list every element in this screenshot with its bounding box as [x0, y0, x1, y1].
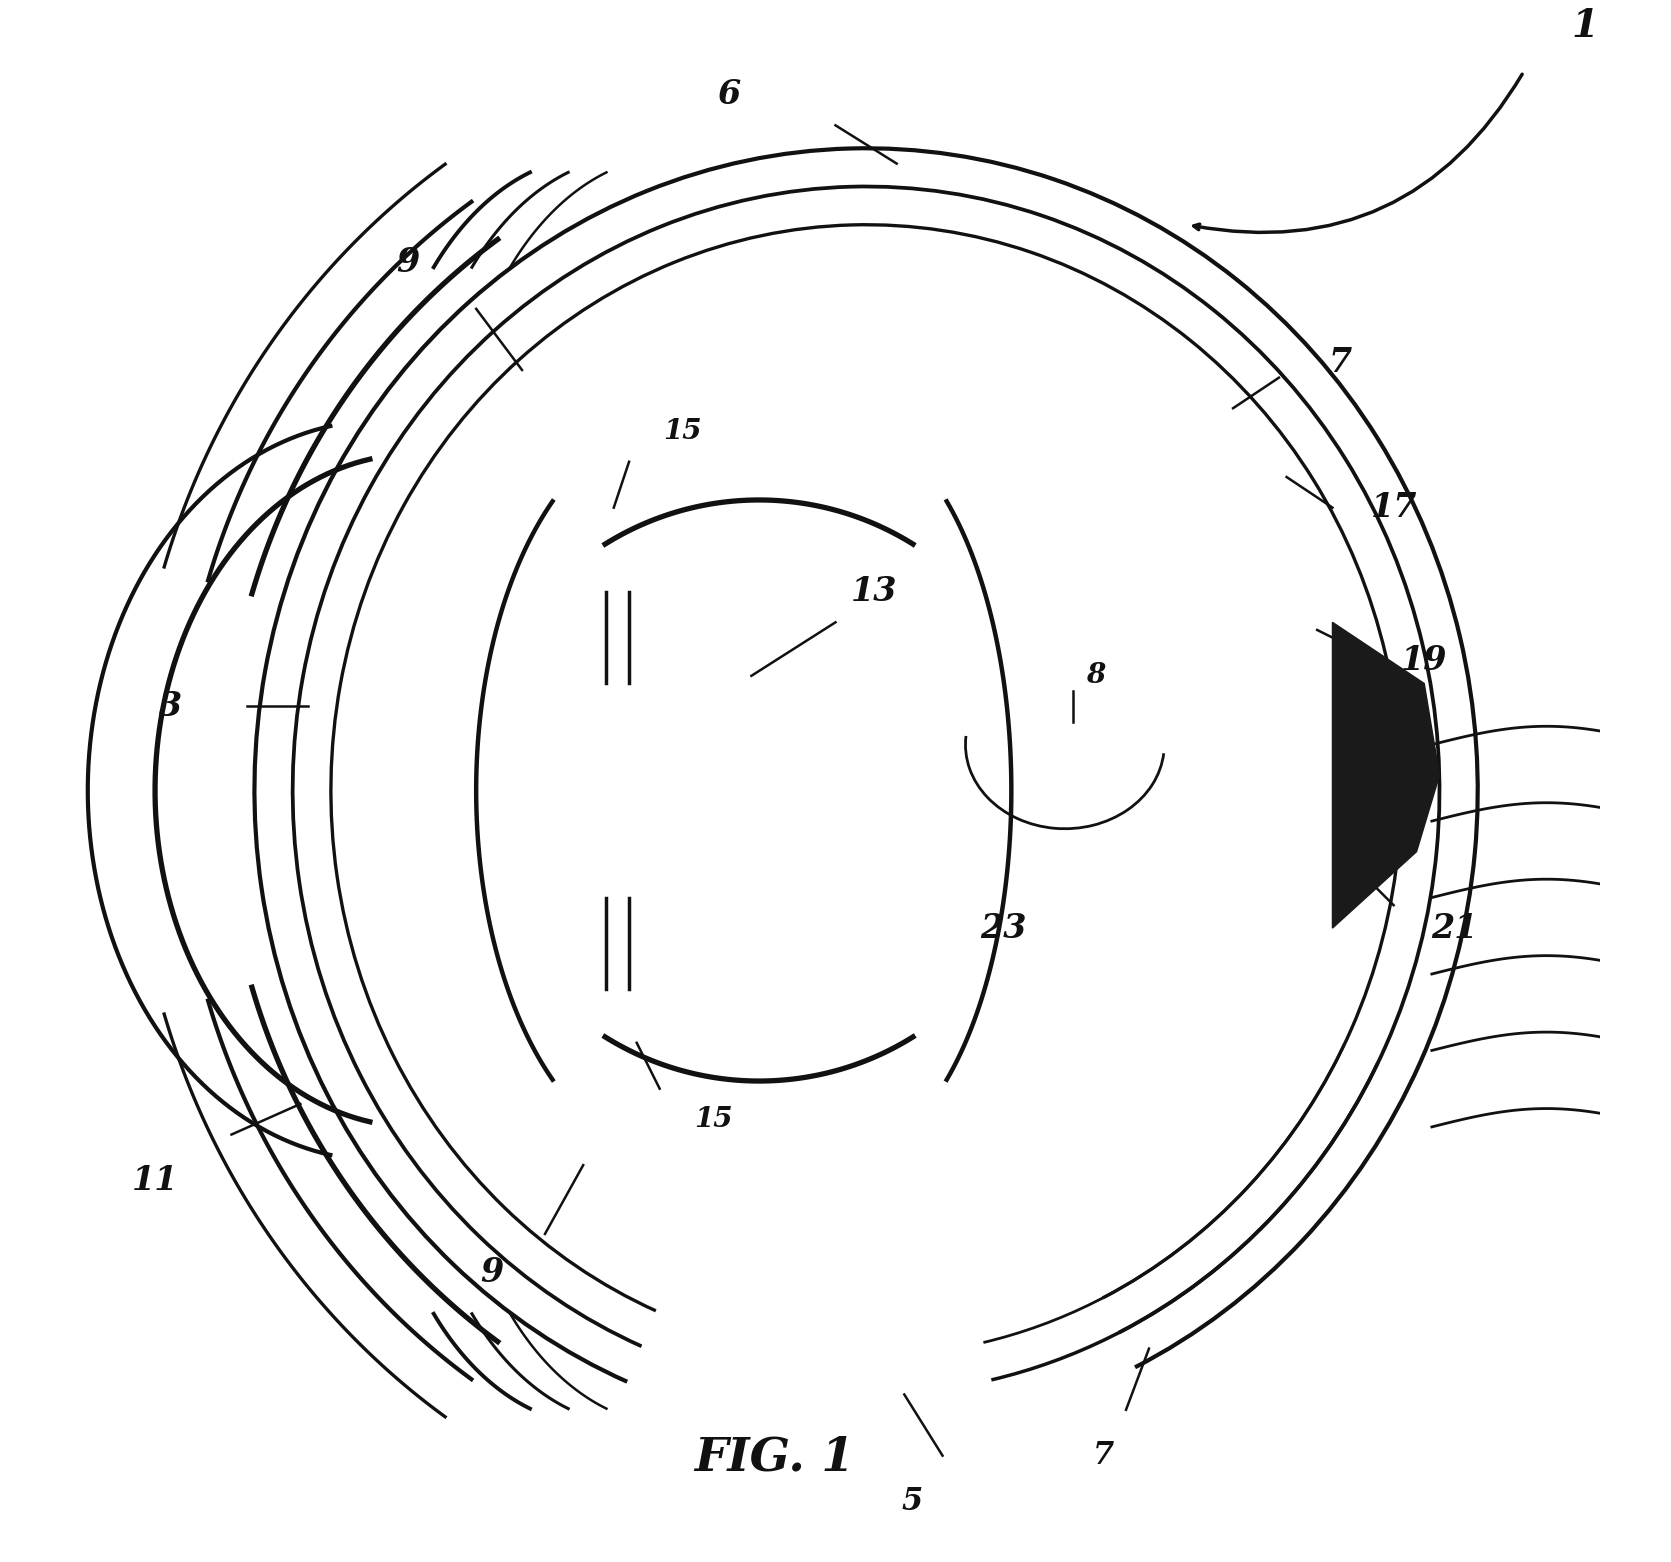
Text: 6: 6 [717, 78, 740, 111]
Text: FIG. 1: FIG. 1 [693, 1435, 854, 1481]
Polygon shape [1332, 622, 1439, 928]
Text: 13: 13 [851, 575, 897, 608]
Text: 7: 7 [1093, 1440, 1113, 1471]
Text: 9: 9 [396, 247, 419, 280]
Text: 17: 17 [1370, 490, 1417, 525]
Text: 19: 19 [1400, 644, 1447, 676]
Text: 23: 23 [981, 912, 1028, 945]
Text: 3: 3 [159, 690, 182, 723]
Text: 8: 8 [1086, 662, 1105, 689]
Text: 9: 9 [480, 1256, 503, 1289]
Text: 5: 5 [901, 1485, 922, 1517]
Text: 1: 1 [1571, 6, 1597, 45]
Text: 7: 7 [1328, 345, 1352, 380]
Text: 11: 11 [132, 1164, 179, 1196]
Text: 21: 21 [1432, 912, 1479, 945]
Text: 15: 15 [693, 1106, 732, 1132]
Text: 15: 15 [663, 417, 702, 445]
